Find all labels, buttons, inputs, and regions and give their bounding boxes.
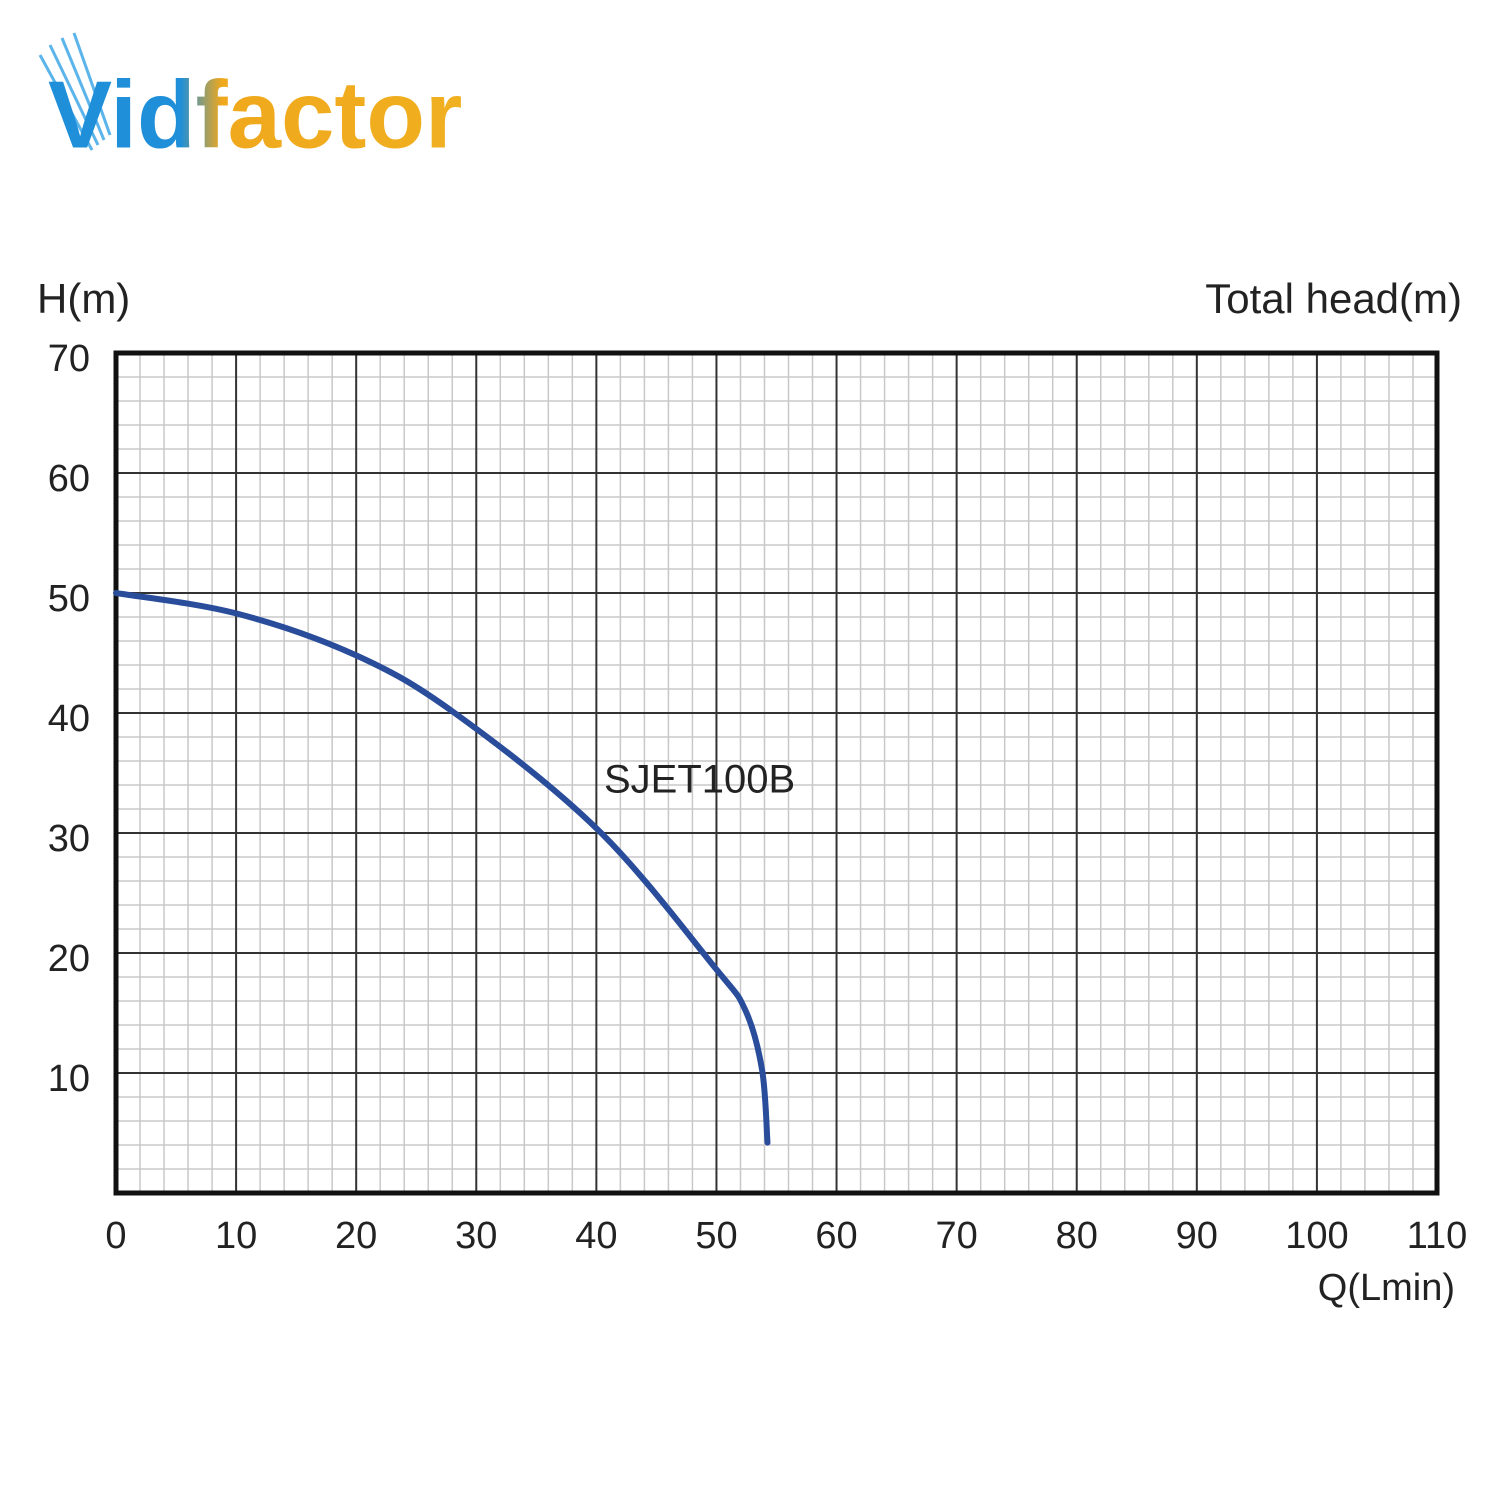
x-tick-label: 110 — [1407, 1215, 1468, 1257]
x-tick-label: 20 — [335, 1215, 377, 1257]
x-tick-label: 70 — [935, 1215, 977, 1257]
y-tick-label: 20 — [48, 938, 90, 980]
y-tick-label: 40 — [48, 698, 90, 740]
y-tick-label: 50 — [48, 578, 90, 620]
x-tick-label: 30 — [455, 1215, 497, 1257]
y-tick-label: 60 — [48, 458, 90, 500]
y-tick-label: 70 — [48, 338, 90, 380]
plot-frame — [113, 350, 1440, 1196]
logo-rays — [38, 32, 112, 151]
x-tick-label: 10 — [215, 1215, 257, 1257]
x-axis-label: Q(Lmin) — [1318, 1267, 1455, 1309]
x-tick-label: 50 — [695, 1215, 737, 1257]
y-tick-label: 10 — [48, 1058, 90, 1100]
x-tick-label: 40 — [575, 1215, 617, 1257]
logo: Vidfactor — [48, 61, 462, 168]
y-axis-label: H(m) — [37, 275, 130, 322]
y2-axis-label: Total head(m) — [1205, 275, 1462, 322]
y-tick-label: 30 — [48, 818, 90, 860]
x-tick-label: 60 — [815, 1215, 857, 1257]
curve — [113, 590, 771, 1146]
series-label: SJET100B — [604, 758, 795, 802]
x-tick-label: 100 — [1285, 1215, 1348, 1257]
x-tick-label: 80 — [1056, 1215, 1098, 1257]
x-tick-label: 90 — [1176, 1215, 1218, 1257]
x-tick-label: 0 — [105, 1215, 126, 1257]
